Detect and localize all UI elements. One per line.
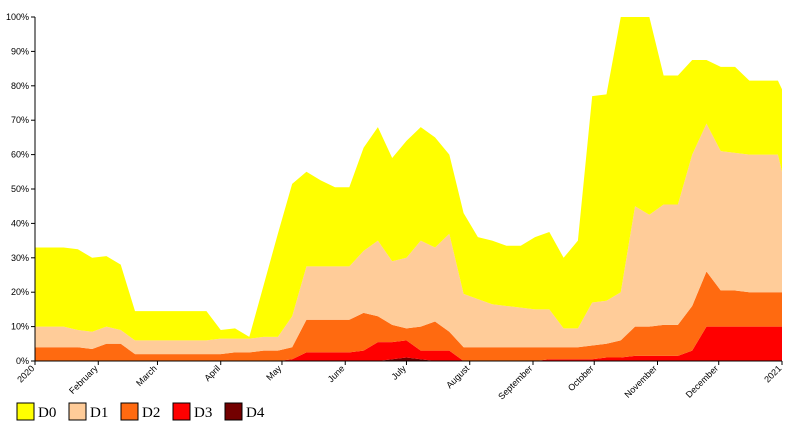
- y-tick-label: 60%: [11, 150, 29, 160]
- legend: D0 D1 D2 D3 D4: [16, 402, 265, 421]
- x-tick-label: August: [444, 363, 471, 390]
- area: [35, 123, 782, 355]
- legend-swatch: [120, 402, 139, 421]
- legend-label: D2: [142, 405, 160, 421]
- area: [35, 271, 782, 361]
- legend-label: D3: [194, 405, 212, 421]
- y-tick-label: 70%: [11, 115, 29, 125]
- x-tick-label: February: [67, 363, 100, 396]
- x-tick-label: July: [389, 363, 408, 382]
- y-tick-label: 10%: [11, 322, 29, 332]
- x-tick-label: December: [684, 363, 720, 399]
- x-tick-label: May: [264, 363, 283, 382]
- x-tick-label: April: [202, 363, 222, 383]
- y-tick-label: 0%: [16, 356, 29, 366]
- y-tick-label: 40%: [11, 218, 29, 228]
- legend-swatch: [224, 402, 243, 421]
- x-tick-label: June: [326, 363, 347, 384]
- x-tick-label: 2020: [15, 363, 36, 384]
- x-tick-label: September: [496, 363, 534, 401]
- legend-label: D1: [90, 405, 108, 421]
- legend-label: D0: [38, 405, 56, 421]
- legend-swatch: [16, 402, 35, 421]
- area: [35, 357, 782, 361]
- area: [35, 17, 782, 341]
- legend-label: D4: [246, 405, 265, 421]
- y-tick-label: 80%: [11, 81, 29, 91]
- area: [35, 326, 782, 361]
- y-tick-label: 50%: [11, 184, 29, 194]
- y-tick-label: 30%: [11, 253, 29, 263]
- legend-swatch: [68, 402, 87, 421]
- y-tick-label: 100%: [6, 12, 29, 22]
- x-tick-label: October: [566, 363, 596, 393]
- x-tick-label: 2021: [762, 363, 783, 384]
- y-tick-label: 90%: [11, 46, 29, 56]
- x-tick-label: March: [134, 363, 159, 388]
- x-tick-label: November: [622, 363, 658, 399]
- legend-swatch: [172, 402, 191, 421]
- y-tick-label: 20%: [11, 287, 29, 297]
